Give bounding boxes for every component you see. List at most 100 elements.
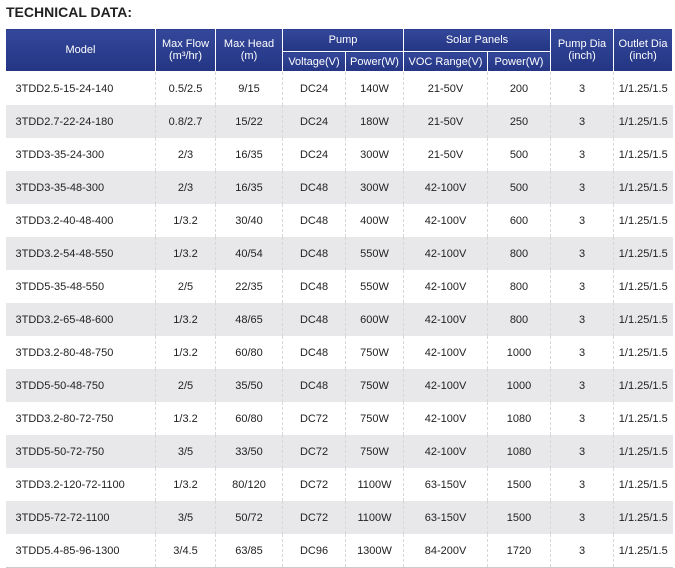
table-cell: 1/3.2 [155,303,216,336]
header-label: Model [65,44,96,56]
header-label: Max Head [223,38,275,50]
table-cell: 1/1.25/1.5 [613,468,673,501]
table-cell: 0.8/2.7 [155,105,216,138]
table-cell: DC48 [282,237,346,270]
table-cell: DC48 [282,303,346,336]
table-cell: 800 [487,237,551,270]
table-cell: 1080 [487,435,551,468]
spec-table: Model Max Flow (m³/hr) Max Head (m) Pump Solar… [5,28,673,568]
table-cell: 9/15 [215,71,283,105]
table-cell: 1/3.2 [155,336,216,369]
table-cell: 42-100V [403,204,488,237]
table-cell: DC24 [282,105,346,138]
table-cell: 750W [345,402,404,435]
table-cell: 16/35 [215,171,283,204]
table-row: 3TDD3.2-80-72-750 1/3.2 60/80 DC72 750W 42-10… [6,402,673,435]
table-cell: 42-100V [403,435,488,468]
header-cell: Pump Dia (inch) [550,28,614,72]
table-cell: DC24 [282,71,346,105]
table-cell: 1100W [345,501,404,534]
table-cell: 1/1.25/1.5 [613,534,673,568]
table-cell: DC72 [282,435,346,468]
table-cell: 3 [550,402,614,435]
table-cell: 1080 [487,402,551,435]
table-cell: DC48 [282,204,346,237]
header-cell: Max Head (m) [215,28,283,72]
table-cell: 1/1.25/1.5 [613,237,673,270]
table-cell: 21-50V [403,105,488,138]
table-cell: 3TDD5-50-72-750 [5,435,156,468]
table-cell: 600W [345,303,404,336]
table-cell: 1/3.2 [155,402,216,435]
table-cell: 250 [487,105,551,138]
table-row: 3TDD5-35-48-550 2/5 22/35 DC48 550W 42-100V 80… [6,270,673,303]
header-unit: (m) [240,50,258,62]
table-cell: 1300W [345,534,404,568]
table-cell: 1720 [487,534,551,568]
table-cell: 1/1.25/1.5 [613,71,673,105]
table-cell: 3 [550,237,614,270]
table-row: 3TDD2.7-22-24-180 0.8/2.7 15/22 DC24 180W 21-… [5,105,673,138]
header-label: Max Flow [161,38,210,50]
table-cell: 300W [345,171,404,204]
table-cell: 1/1.25/1.5 [613,105,673,138]
table-cell: 1000 [487,336,551,369]
table-cell: 1/3.2 [155,237,216,270]
header-cell: Model [5,28,156,72]
table-cell: 42-100V [403,402,488,435]
table-cell: 1000 [487,369,551,402]
page: TECHNICAL DATA: Model Max Flow (m³/hr) Max … [5,4,673,568]
table-cell: DC48 [282,336,346,369]
table-cell: 3TDD3-35-24-300 [15,148,105,161]
table-cell: DC48 [282,171,346,204]
table-cell: 3TDD5.4-85-96-1300 [15,544,120,557]
table-row: 3TDD3.2-80-48-750 1/3.2 60/80 DC48 750W 42-10… [6,336,673,369]
table-cell: 80/120 [215,468,283,501]
table-cell: DC24 [282,138,346,171]
table-cell: 1/1.25/1.5 [613,369,673,402]
table-cell: 3/5 [155,501,216,534]
table-cell: DC48 [282,270,346,303]
table-cell: 600 [487,204,551,237]
table-row: 3TDD5-50-48-750 2/5 35/50 DC48 750W 42-100V 10… [5,369,673,402]
table-row: 3TDD3.2-40-48-400 1/3.2 30/40 DC48 400W 42-10… [6,204,673,237]
subheader-cell: Power(W) [345,51,404,72]
header-cell: Outlet Dia (inch) [613,28,673,72]
table-row: 3TDD2.5-15-24-140 0.5/2.5 9/15 DC24 140W 21-5… [6,71,673,105]
header-cell: Max Flow (m³/hr) [155,28,216,72]
table-cell: 60/80 [215,402,283,435]
table-cell: 22/35 [215,270,283,303]
table-cell: 42-100V [403,303,488,336]
table-cell: 3 [550,369,614,402]
header-cell: Solar Panels [403,28,551,52]
table-body: 3TDD2.5-15-24-140 0.5/2.5 9/15 DC24 140W 21-5… [5,71,673,568]
table-cell: DC72 [282,501,346,534]
table-cell: 3TDD3.2-65-48-600 [5,303,156,336]
table-cell: 1/1.25/1.5 [613,171,673,204]
table-cell: 1/1.25/1.5 [613,501,673,534]
table-cell: 3 [550,435,614,468]
table-row: 3TDD5-72-72-1100 3/5 50/72 DC72 1100W 63-150V… [5,501,673,534]
table-row: 3TDD3.2-120-72-1100 1/3.2 80/120 DC72 1100W 6… [6,468,673,501]
table-cell: 1/1.25/1.5 [613,138,673,171]
table-cell: 750W [345,435,404,468]
subheader-cell: Power(W) [487,51,551,72]
table-cell: 3 [550,501,614,534]
table-cell: 3TDD3.2-40-48-400 [15,214,114,227]
subheader-cell: Voltage(V) [282,51,346,72]
table-cell: 1500 [487,501,551,534]
table-cell: 1500 [487,468,551,501]
table-row: 3TDD5.4-85-96-1300 3/4.5 63/85 DC96 1300W 84-… [6,534,673,568]
table-cell: 0.5/2.5 [155,71,216,105]
table-cell: 800 [487,270,551,303]
table-cell: 500 [487,171,551,204]
table-cell: 400W [345,204,404,237]
table-cell: 1100W [345,468,404,501]
table-cell: 3TDD5-72-72-1100 [5,501,156,534]
table-cell: 1/1.25/1.5 [613,270,673,303]
table-cell: 500 [487,138,551,171]
table-cell: 60/80 [215,336,283,369]
table-cell: 300W [345,138,404,171]
header-cell: Pump [282,28,404,52]
table-cell: 3 [550,468,614,501]
